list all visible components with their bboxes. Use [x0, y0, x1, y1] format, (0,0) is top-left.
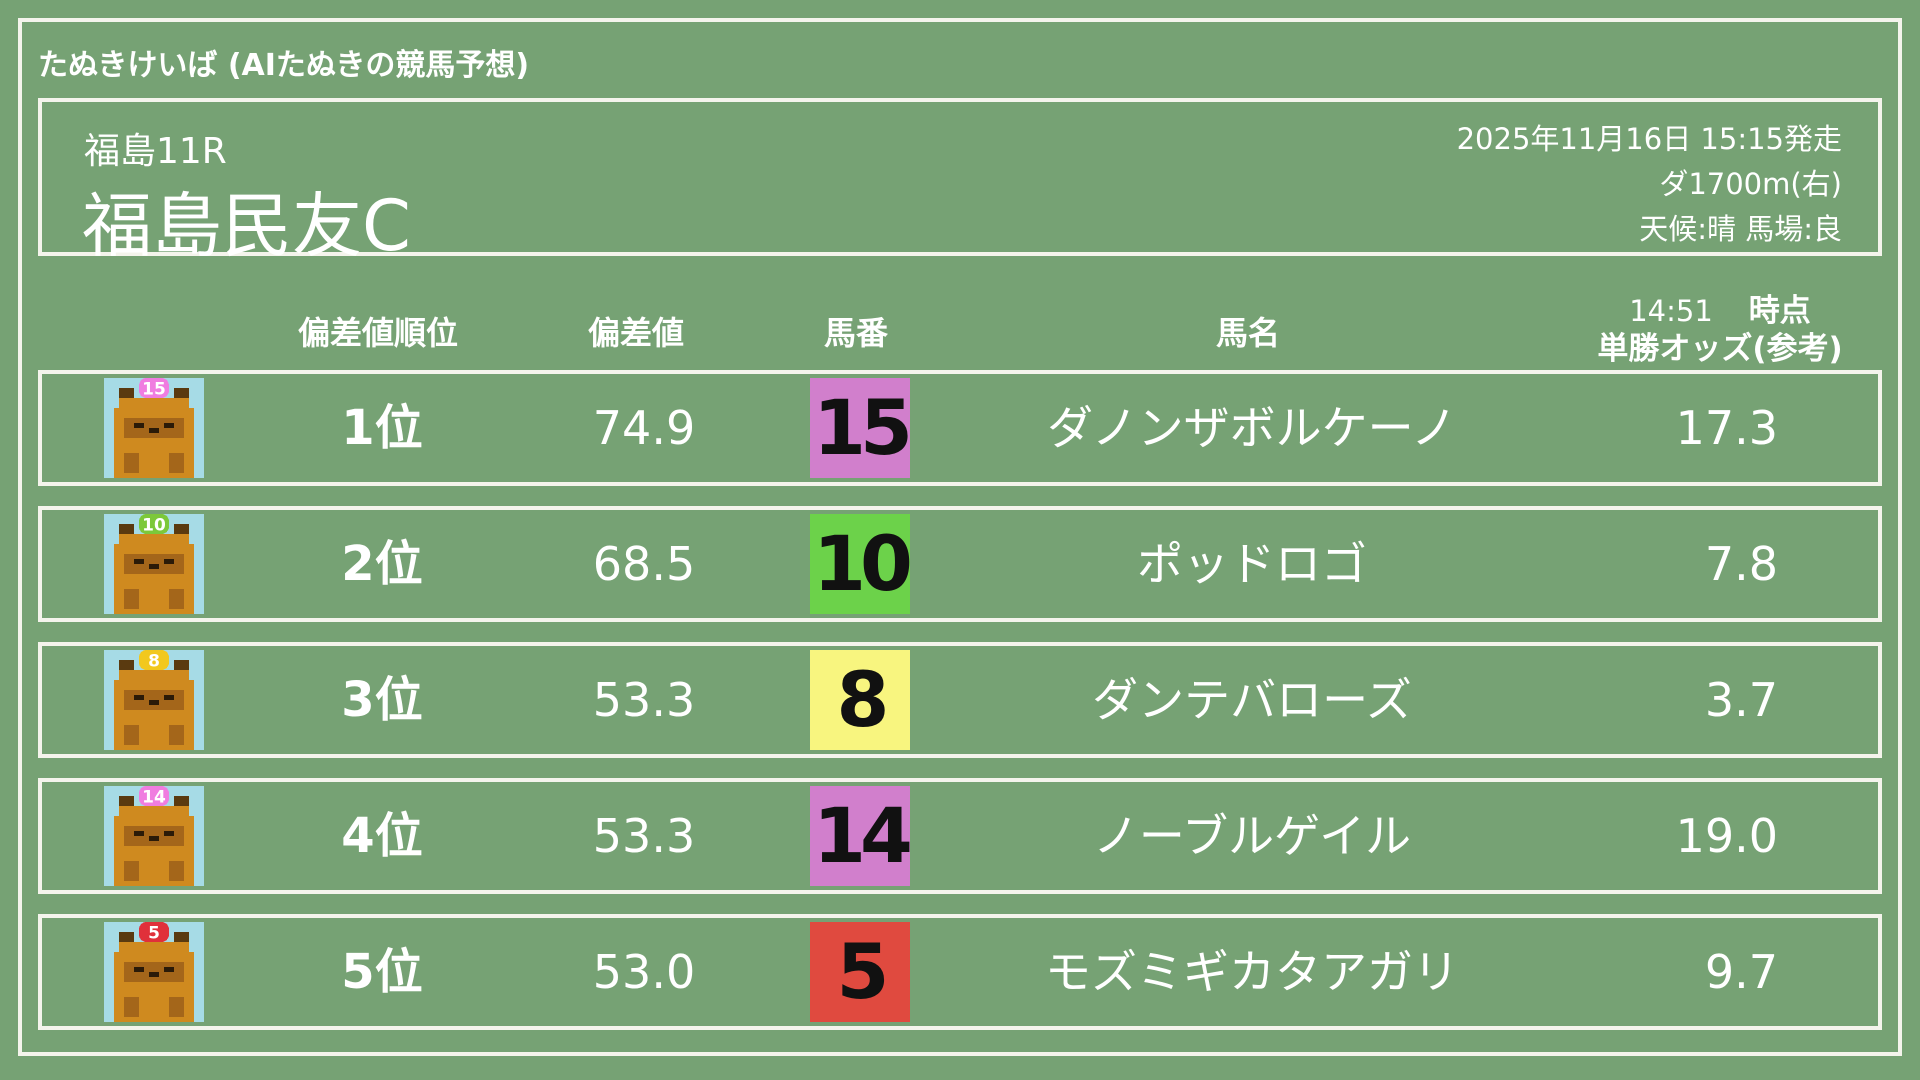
race-number: 福島11R	[84, 131, 227, 172]
svg-text:10: 10	[142, 516, 166, 536]
col-header-number: 馬番	[823, 314, 889, 352]
horse-number-badge: 14	[810, 786, 913, 886]
odds: 19.0	[1675, 809, 1778, 863]
horse-number-badge: 5	[810, 922, 910, 1022]
svg-text:14: 14	[142, 788, 166, 808]
tanuki-avatar-icon: 15	[104, 378, 204, 478]
odds: 3.7	[1704, 673, 1778, 727]
score: 53.0	[592, 945, 696, 999]
rank: 5位	[341, 944, 423, 1000]
rank: 4位	[341, 808, 423, 864]
tanuki-avatar-icon: 5	[104, 922, 204, 1022]
score: 68.5	[592, 537, 696, 591]
rank: 1位	[341, 400, 423, 456]
race-header: 福島11R 福島民友C 2025年11月16日 15:15発走 ダ1700m(右…	[38, 98, 1882, 267]
horse-name: ダンテバローズ	[1092, 673, 1412, 727]
svg-text:5: 5	[148, 924, 160, 944]
horse-name: ダノンザボルケーノ	[1047, 401, 1457, 455]
race-conditions: 天候:晴 馬場:良	[1639, 212, 1842, 246]
board-frame	[18, 18, 1902, 1056]
app-title: たぬきけいば (AIたぬきの競馬予想)	[38, 48, 530, 83]
score: 53.3	[592, 809, 696, 863]
horse-number-badge: 10	[810, 514, 913, 614]
race-datetime: 2025年11月16日 15:15発走	[1456, 122, 1842, 156]
table-row: 8 3位 53.3 8 ダンテバローズ 3.7	[38, 642, 1882, 758]
table-row: 10 2位 68.5 10 ポッドロゴ 7.8	[38, 506, 1882, 622]
rank: 2位	[341, 536, 423, 592]
tanuki-avatar-icon: 8	[104, 650, 204, 750]
col-header-rank: 偏差値順位	[297, 314, 459, 352]
table-row: 15 1位 74.9 15 ダノンザボルケーノ 17.3	[38, 370, 1882, 486]
odds: 17.3	[1675, 401, 1778, 455]
rank: 3位	[341, 672, 423, 728]
odds-time: 14:51	[1629, 294, 1713, 328]
horse-number-badge: 15	[810, 378, 913, 478]
col-header-name: 馬名	[1215, 314, 1281, 352]
horse-name: ノーブルゲイル	[1092, 809, 1412, 863]
horse-number-badge: 8	[810, 650, 910, 750]
col-header-odds: 14:51 時点 単勝オッズ(参考)	[1580, 292, 1860, 368]
odds-time-suffix: 時点	[1748, 293, 1811, 329]
tanuki-avatar-icon: 14	[104, 786, 204, 886]
table-row: 14 4位 53.3 14 ノーブルゲイル 19.0	[38, 778, 1882, 894]
horse-name: モズミギカタアガリ	[1045, 945, 1459, 999]
svg-text:15: 15	[142, 380, 166, 400]
score: 53.3	[592, 673, 696, 727]
score: 74.9	[592, 401, 696, 455]
svg-text:8: 8	[148, 652, 160, 672]
horse-name: ポッドロゴ	[1137, 537, 1367, 591]
odds: 7.8	[1704, 537, 1778, 591]
odds: 9.7	[1704, 945, 1778, 999]
tanuki-avatar-icon: 10	[104, 514, 204, 614]
table-row: 5 5位 53.0 5 モズミギカタアガリ 9.7	[38, 914, 1882, 1030]
col-header-score: 偏差値	[587, 314, 685, 352]
odds-label: 単勝オッズ(参考)	[1597, 331, 1843, 367]
race-course: ダ1700m(右)	[1659, 167, 1842, 201]
race-name: 福島民友C	[82, 185, 411, 267]
